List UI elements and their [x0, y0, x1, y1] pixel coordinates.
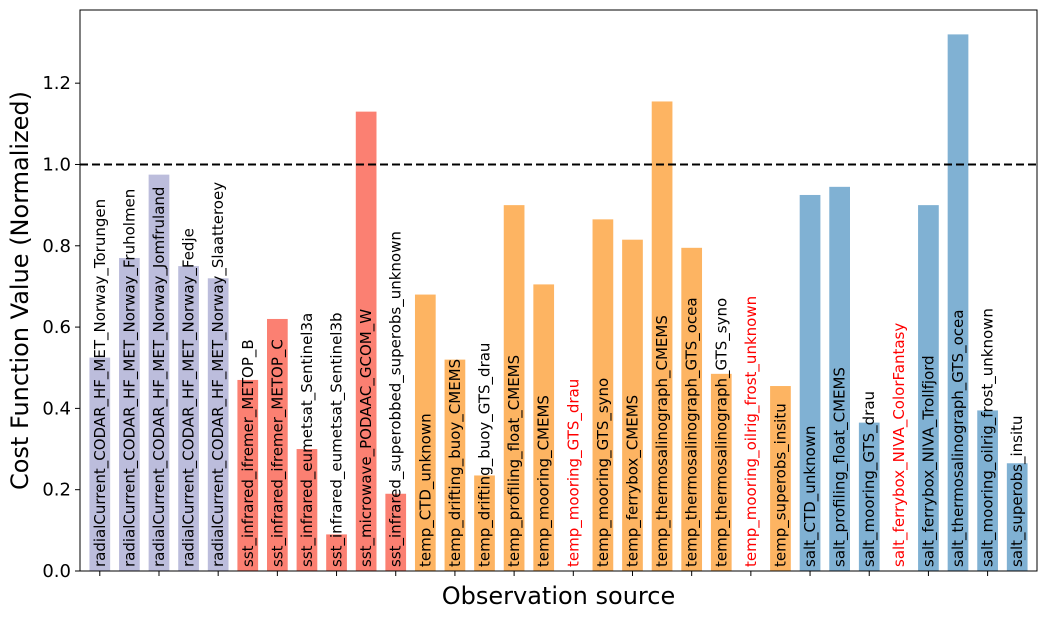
bar-label: temp_mooring_GTS_syno — [594, 378, 613, 567]
bar — [799, 194, 821, 571]
bar — [237, 379, 259, 571]
bar-label: temp_drifting_buoy_CMEMS — [446, 359, 465, 567]
bar-label: temp_superobs_insitu — [771, 403, 790, 567]
bar-label: salt_thermosalinograph_GTS_ocea — [949, 310, 968, 567]
bar — [119, 257, 140, 571]
bar-label: radialCurrent_CODAR_HF_MET_Norway_Slaatt… — [209, 182, 228, 567]
bar-labels-group: radialCurrent_CODAR_HF_MET_Norway_Torung… — [91, 182, 1027, 567]
bar — [207, 278, 229, 571]
bar — [414, 294, 436, 571]
bar-label: temp_thermosalinograph_GTS_syno — [712, 298, 731, 567]
bar-label: salt_superobs_insitu — [1008, 415, 1027, 567]
y-tick-label: 1.2 — [42, 73, 71, 94]
y-tick-label: 0.2 — [42, 480, 71, 501]
bar — [710, 373, 732, 571]
bar-label: salt_mooring_GTS_drau — [860, 391, 879, 567]
bar — [681, 247, 703, 571]
bar-label: temp_mooring_oilrig_frost_unknown — [742, 296, 761, 567]
bar — [651, 101, 673, 571]
bar-label: sst_microwave_PODAAC_GCOM_W — [357, 309, 376, 567]
bar-label: sst_infrared_eumetsat_Sentinel3b — [328, 312, 347, 567]
bar — [385, 493, 407, 571]
bar — [355, 111, 377, 571]
x-axis-title: Observation source — [442, 582, 675, 610]
bar — [178, 266, 199, 571]
bar — [503, 205, 525, 571]
bar-label: temp_thermosalinograph_GTS_ocea — [683, 297, 702, 567]
y-axis: 0.0 0.2 0.4 0.6 0.8 1.0 1.2 — [42, 73, 80, 582]
bar-label: sst_infrared_eumetsat_Sentinel3a — [298, 313, 317, 567]
bar-label: salt_CTD_unknown — [801, 426, 820, 567]
y-tick-label: 1.0 — [42, 154, 71, 175]
bar-label: salt_ferrybox_NIVA_ColorFantasy — [890, 323, 909, 567]
bar-label: salt_profiling_float_CMEMS — [831, 367, 850, 567]
bar-label: temp_mooring_GTS_drau — [564, 379, 583, 567]
bar — [89, 357, 111, 571]
bar — [533, 284, 555, 571]
y-tick-label: 0.8 — [42, 236, 71, 257]
bar-label: sst_infrared_ifremer_METOP_B — [239, 339, 258, 567]
bar — [829, 186, 850, 571]
bar-label: radialCurrent_CODAR_HF_MET_Norway_Torung… — [91, 199, 110, 567]
bar-label: temp_drifting_buoy_GTS_drau — [476, 343, 495, 567]
bar — [296, 449, 318, 571]
bar-label: radialCurrent_CODAR_HF_MET_Norway_Fruhol… — [120, 189, 139, 567]
bar-label: temp_ferrybox_CMEMS — [623, 395, 642, 567]
bar — [474, 475, 495, 571]
bar — [444, 359, 466, 571]
bar-label: sst_infrared_ifremer_METOP_C — [268, 339, 287, 567]
bar — [947, 34, 969, 572]
y-tick-label: 0.6 — [42, 317, 71, 338]
bar — [622, 239, 643, 571]
bar — [858, 422, 880, 571]
bar — [148, 174, 170, 572]
bar-label: salt_mooring_oilrig_frost_unknown — [979, 308, 998, 567]
bars-group — [89, 34, 1028, 572]
bar — [267, 318, 288, 571]
plot-frame — [79, 9, 1038, 572]
bar — [1006, 463, 1028, 571]
bar-label: temp_CTD_unknown — [416, 413, 435, 567]
y-tick-label: 0.0 — [42, 561, 71, 582]
bar-label: radialCurrent_CODAR_HF_MET_Norway_Fedje — [180, 228, 199, 567]
y-tick-label: 0.4 — [42, 398, 71, 419]
bar — [592, 219, 614, 571]
x-axis — [99, 571, 989, 576]
bar-label: sst_infrared_superobbed_superobs_unknown — [387, 231, 406, 567]
bar-label: temp_thermosalinograph_CMEMS — [653, 315, 672, 567]
y-axis-title: Cost Function Value (Normalized) — [6, 91, 34, 490]
bar — [770, 386, 791, 571]
bar-label: radialCurrent_CODAR_HF_MET_Norway_Jomfru… — [150, 187, 169, 567]
bar-label: salt_ferrybox_NIVA_Trollfjord — [919, 355, 938, 567]
bar — [918, 205, 939, 571]
bar — [326, 534, 347, 571]
bar — [977, 410, 998, 571]
bar-label: temp_profiling_float_CMEMS — [505, 355, 524, 567]
bar-label: temp_mooring_CMEMS — [535, 395, 554, 567]
